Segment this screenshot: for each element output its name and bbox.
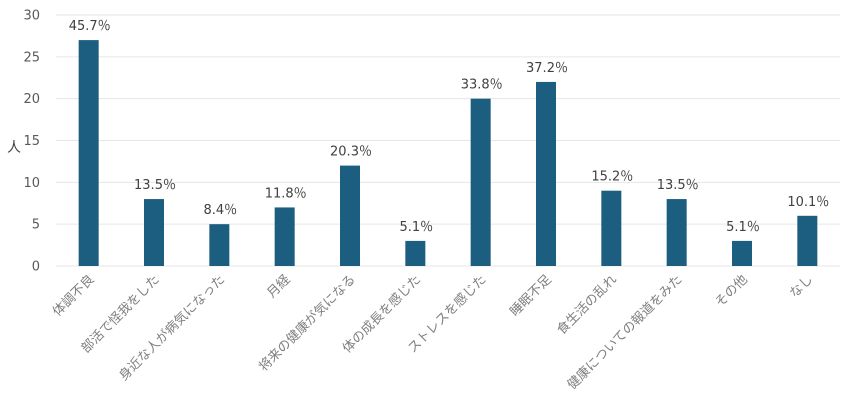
x-tick-label: 身近な人が病気になった [116,272,228,384]
y-axis: 0 5 10 15 20 25 30 [23,9,40,275]
data-label: 15.2％ [591,170,633,185]
x-tick-label: その他 [713,272,751,310]
y-tick-label: 30 [23,9,40,24]
data-label: 33.8％ [461,78,503,93]
bar [601,190,622,266]
data-label: 11.8％ [265,186,307,201]
bar [274,207,295,266]
x-tick-label: 体調不良 [49,272,97,320]
y-tick-label: 15 [23,134,40,149]
bar [405,240,426,266]
bar [144,199,164,266]
data-label: 13.5％ [657,178,699,193]
gridlines [56,14,840,267]
bar [78,40,99,266]
x-tick-label: なし [787,272,816,301]
data-label: 37.2％ [526,61,568,76]
x-tick-label: 食生活の乱れ [554,272,620,338]
bar [666,199,687,266]
data-label: 13.5％ [134,178,176,193]
data-label: 5.1％ [399,220,433,235]
x-tick-label: 睡眠不足 [507,272,554,319]
y-tick-label: 25 [23,50,40,65]
data-label: 5.1％ [726,220,760,235]
bar [340,165,360,266]
bar [470,98,491,267]
data-label: 20.3％ [330,145,372,160]
y-tick-label: 20 [23,92,40,107]
bar [797,215,818,266]
bar [209,224,230,266]
bar [732,240,752,266]
data-labels: 45.7％ 13.5％ 8.4％ 11.8％ 20.3％ 5.1％ 33.8％ 37.2％ 15… [69,19,830,235]
bar [536,81,556,266]
y-tick-label: 10 [23,176,40,191]
data-label: 45.7％ [69,19,111,34]
data-label: 8.4％ [203,203,237,218]
data-label: 10.1％ [787,195,829,210]
bars [78,40,818,267]
y-axis-title: 人 [7,140,21,156]
x-tick-label: 健康についての報道をみた [564,272,685,393]
y-tick-label: 5 [32,218,40,233]
x-tick-label: 月経 [264,272,293,301]
y-tick-label: 0 [32,260,40,275]
